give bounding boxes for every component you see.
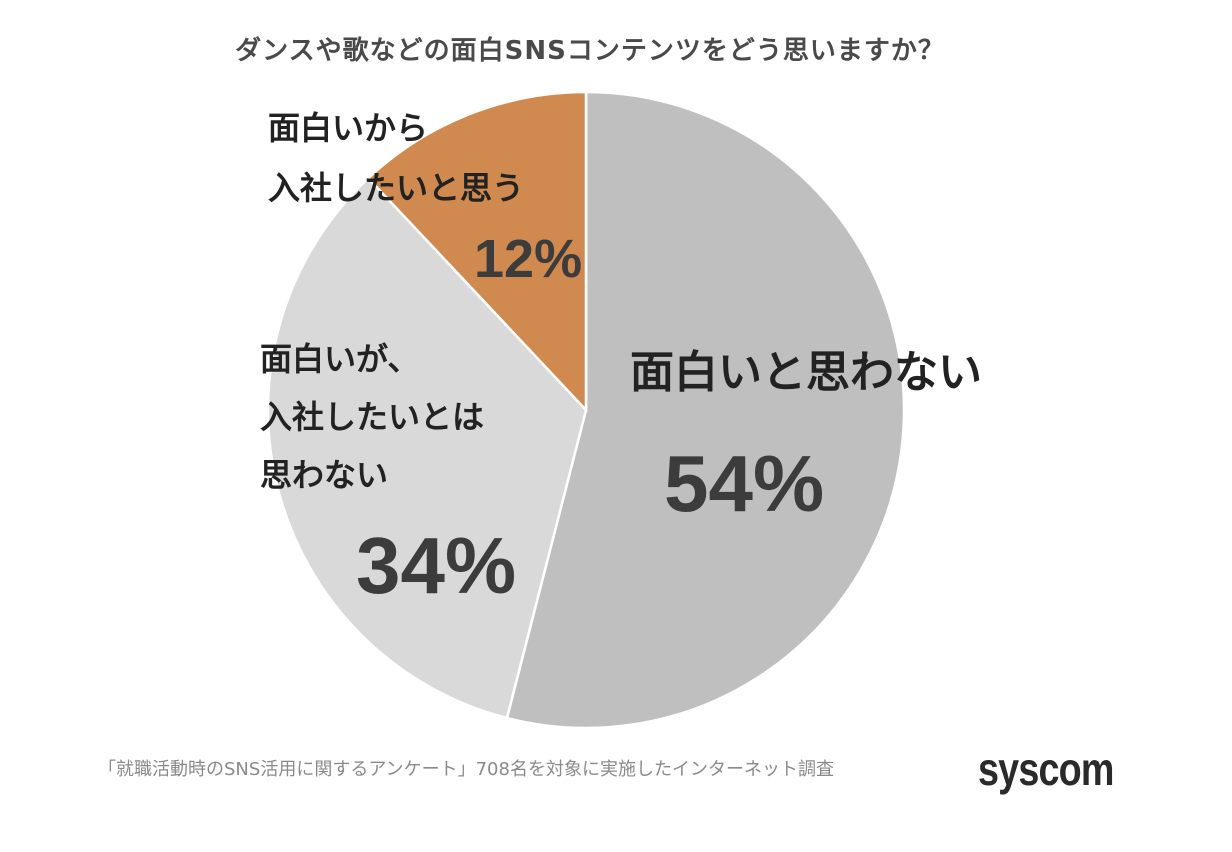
label-line: 思わない	[260, 456, 389, 494]
slice-value-want-apply: 12%	[474, 229, 583, 289]
survey-note: 「就職活動時のSNS活用に関するアンケート」708名を対象に実施したインターネッ…	[98, 759, 834, 780]
label-line: 入社したいとは	[260, 398, 485, 436]
pie-slice-not-interesting	[505, 90, 906, 730]
slice-label-interesting-no-apply: 面白いが、 入社したいとは 思わない	[260, 330, 484, 504]
chart-title: ダンスや歌などの面白SNSコンテンツをどう思いますか？	[235, 36, 945, 66]
pie-slice-interesting-but-no-apply	[266, 176, 588, 720]
label-line: 面白いが、	[260, 340, 420, 378]
slice-value-not-interesting: 54%	[664, 439, 825, 528]
slice-value-interesting-no-apply: 34%	[356, 521, 517, 610]
slice-label-want-apply: 面白いから 入社したいと思う	[268, 98, 524, 218]
label-line: 面白いから	[268, 109, 429, 147]
pie-slice-interesting-want-apply	[366, 90, 588, 414]
brand-logo: syscom	[978, 743, 1114, 795]
label-line: 入社したいと思う	[268, 169, 525, 207]
slice-label-not-interesting: 面白いと思わない	[630, 347, 982, 398]
